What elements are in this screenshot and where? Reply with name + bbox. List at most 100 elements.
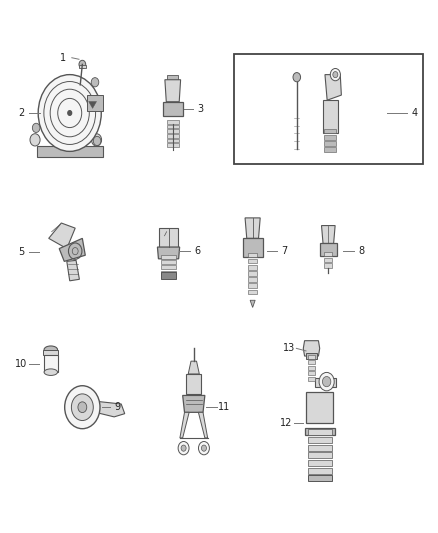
Bar (167, 130, 179, 133)
Circle shape (91, 78, 99, 87)
Polygon shape (250, 300, 255, 308)
Polygon shape (245, 218, 260, 238)
Circle shape (72, 247, 78, 255)
FancyBboxPatch shape (37, 147, 103, 157)
Text: 13: 13 (283, 343, 295, 353)
Text: 5: 5 (18, 247, 25, 257)
Text: 8: 8 (358, 246, 364, 256)
Text: 11: 11 (218, 402, 230, 412)
Circle shape (79, 60, 86, 68)
Polygon shape (321, 225, 335, 244)
Bar (308, 366, 315, 370)
Circle shape (38, 75, 101, 151)
Polygon shape (88, 101, 96, 108)
Bar (308, 452, 332, 458)
Polygon shape (183, 395, 205, 413)
Circle shape (68, 111, 72, 115)
Text: 7: 7 (282, 246, 288, 256)
Bar (162, 260, 176, 264)
Circle shape (30, 134, 40, 146)
Text: 3: 3 (197, 104, 203, 114)
Circle shape (293, 72, 300, 82)
Bar (248, 277, 257, 282)
Bar (167, 143, 179, 147)
Circle shape (330, 68, 340, 81)
Bar (308, 354, 315, 359)
Bar (308, 372, 315, 375)
Bar (44, 356, 57, 372)
Bar (159, 228, 178, 247)
Circle shape (322, 376, 331, 387)
Bar (308, 467, 332, 474)
Bar (248, 271, 257, 276)
FancyBboxPatch shape (78, 65, 86, 68)
Circle shape (181, 445, 186, 451)
Bar (162, 271, 176, 274)
Bar (308, 360, 315, 364)
Polygon shape (59, 238, 85, 261)
Polygon shape (243, 238, 263, 257)
Circle shape (92, 134, 102, 146)
Bar (248, 259, 257, 263)
Polygon shape (162, 102, 183, 116)
Polygon shape (67, 260, 79, 281)
Bar (325, 141, 336, 146)
Bar (248, 265, 257, 270)
Ellipse shape (44, 369, 57, 375)
Ellipse shape (44, 346, 57, 353)
Polygon shape (188, 361, 199, 374)
Polygon shape (165, 80, 180, 102)
Bar (248, 289, 257, 294)
Bar (306, 353, 317, 359)
Bar (162, 272, 176, 279)
Bar (324, 263, 332, 268)
Bar (248, 284, 257, 288)
Bar (325, 135, 336, 140)
Bar (325, 147, 336, 152)
Bar (167, 120, 179, 124)
Bar (308, 445, 332, 451)
Text: 6: 6 (194, 246, 200, 256)
Bar (324, 258, 332, 262)
Bar (187, 374, 201, 394)
Bar (167, 125, 179, 128)
Bar (323, 100, 338, 133)
Bar (308, 475, 332, 481)
Bar (162, 265, 176, 269)
Bar (324, 252, 332, 256)
Polygon shape (157, 247, 180, 259)
Circle shape (93, 136, 101, 146)
Bar (307, 392, 333, 423)
Bar (43, 350, 58, 356)
Polygon shape (325, 75, 341, 100)
Bar (308, 377, 315, 381)
Text: 10: 10 (15, 359, 28, 369)
Bar (248, 253, 257, 257)
Bar (167, 139, 179, 142)
Text: 4: 4 (411, 108, 417, 118)
Text: 1: 1 (60, 53, 67, 63)
Circle shape (178, 441, 189, 455)
Bar (87, 95, 103, 111)
Circle shape (32, 123, 40, 133)
Circle shape (201, 445, 206, 451)
Bar (325, 129, 336, 133)
Polygon shape (305, 427, 335, 435)
Circle shape (333, 71, 338, 78)
Polygon shape (88, 401, 125, 417)
Text: 2: 2 (18, 108, 25, 118)
Polygon shape (49, 223, 75, 248)
Circle shape (319, 373, 334, 391)
Circle shape (198, 441, 209, 455)
Text: 9: 9 (114, 402, 120, 412)
Polygon shape (180, 413, 189, 438)
Polygon shape (198, 413, 208, 438)
Bar (308, 437, 332, 443)
Circle shape (78, 402, 87, 413)
Bar (308, 429, 332, 435)
Polygon shape (314, 377, 336, 387)
Text: 12: 12 (280, 417, 293, 427)
Polygon shape (320, 244, 337, 256)
Bar (308, 460, 332, 466)
Bar (162, 255, 176, 259)
